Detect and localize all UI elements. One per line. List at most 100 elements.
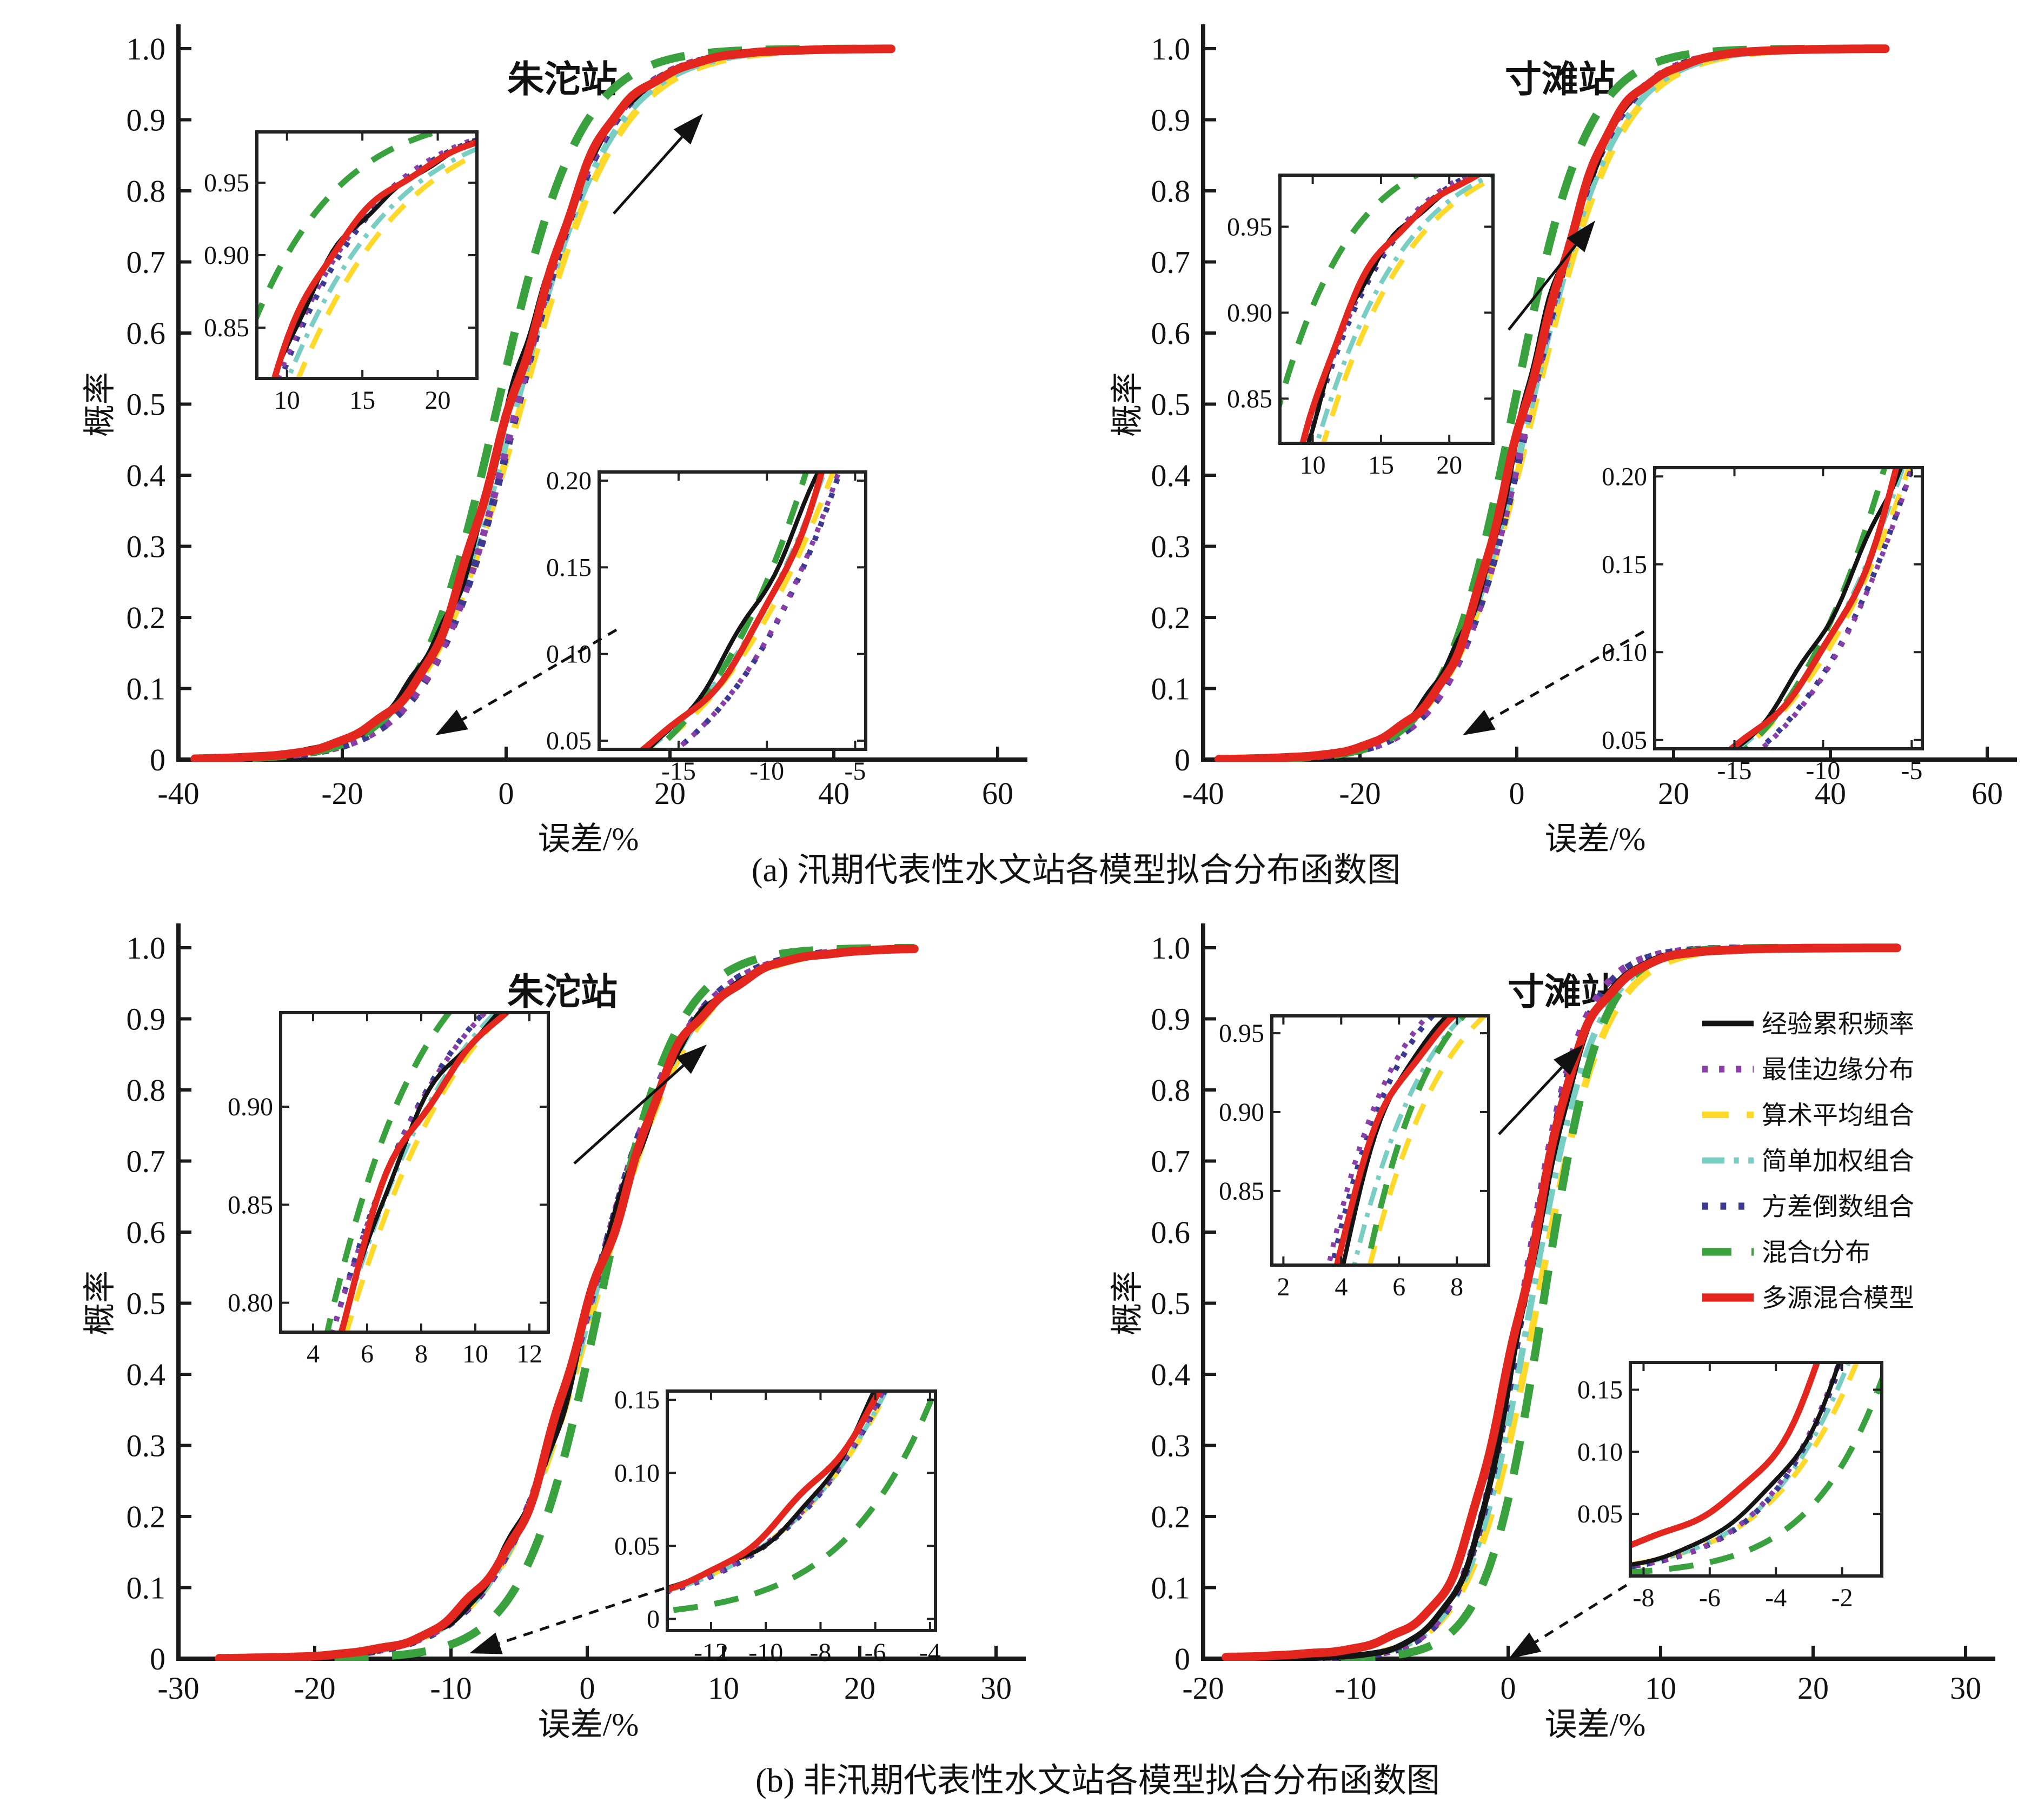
a1-zoom-arrow-0-head bbox=[673, 114, 703, 145]
b2-zoom-arrow-0-head bbox=[1553, 1045, 1583, 1075]
inset-y-tick-label: 0.90 bbox=[228, 1093, 273, 1121]
y-tick-label: 0.8 bbox=[127, 1073, 166, 1108]
y-tick-label: 0.6 bbox=[1151, 1215, 1191, 1250]
y-tick-label: 0.6 bbox=[127, 1215, 166, 1250]
y-tick-label: 0.5 bbox=[1151, 1286, 1191, 1321]
y-tick-label: 0 bbox=[1174, 742, 1190, 777]
y-tick-label: 1.0 bbox=[127, 930, 166, 966]
panel-title: 寸滩站 bbox=[1505, 59, 1615, 100]
inset-y-tick-label: 0.20 bbox=[1602, 462, 1647, 491]
x-tick-label: 20 bbox=[844, 1671, 875, 1706]
y-axis-label: 概率 bbox=[82, 1271, 118, 1335]
x-axis-label: 误差/% bbox=[538, 1707, 639, 1743]
inset-x-tick-label: 15 bbox=[349, 386, 375, 415]
x-tick-label: -40 bbox=[157, 776, 199, 811]
b1-multi_source-curve bbox=[215, 945, 919, 1661]
y-tick-label: 0.7 bbox=[1151, 245, 1191, 280]
inset-y-tick-label: 0.90 bbox=[1219, 1098, 1264, 1127]
inset-y-tick-label: 0.05 bbox=[614, 1532, 660, 1560]
inset-y-tick-label: 0.85 bbox=[228, 1191, 273, 1219]
panel-b2: 0 0.1 0.2 0.3 0.4 0.5 0.6 0.7 0.8 0.9 1.0 -20 -10 0 10… bbox=[1110, 923, 1995, 1743]
y-tick-label: 0 bbox=[1174, 1641, 1190, 1677]
inset-frame bbox=[1629, 1361, 1883, 1578]
a2-zoom-arrow-0-head bbox=[1567, 221, 1595, 252]
inset-bg bbox=[281, 1013, 548, 1332]
inset-y-tick-label: 0.10 bbox=[614, 1459, 660, 1487]
a2-multi_source-curve bbox=[1215, 44, 1890, 762]
y-tick-label: 0.7 bbox=[1151, 1144, 1191, 1179]
panel-title: 朱沱站 bbox=[507, 972, 618, 1013]
inset-x-tick-label: 15 bbox=[1368, 451, 1394, 480]
x-axis-label: 误差/% bbox=[1545, 1707, 1646, 1743]
inset-x-tick-label: -10 bbox=[1806, 756, 1840, 785]
inset-y-tick-label: 0.15 bbox=[614, 1386, 660, 1414]
x-tick-label: 20 bbox=[1658, 776, 1689, 811]
inset-upper-b1: 0.80 0.85 0.90 4 6 8 10 12 bbox=[228, 1011, 550, 1368]
legend-item-empirical: 经验累积频率 bbox=[1702, 1010, 1914, 1039]
x-tick-label: 0 bbox=[1501, 1671, 1516, 1706]
inset-y-tick-label: 0.90 bbox=[1227, 298, 1272, 327]
y-tick-label: 0.4 bbox=[1151, 458, 1191, 493]
y-axis-label: 概率 bbox=[1110, 1271, 1145, 1335]
legend-label-mix_t: 混合t分布 bbox=[1762, 1239, 1870, 1267]
inset-x-tick-label: 8 bbox=[1450, 1273, 1463, 1301]
y-tick-label: 0.4 bbox=[127, 1357, 166, 1392]
legend: 经验累积频率最佳边缘分布算术平均组合简单加权组合方差倒数组合混合t分布多源混合模… bbox=[1702, 1010, 1914, 1313]
legend-label-inv_var: 方差倒数组合 bbox=[1762, 1193, 1914, 1221]
inset-y-tick-label: 0.80 bbox=[228, 1289, 273, 1318]
legend-label-arith_mean: 算术平均组合 bbox=[1762, 1102, 1914, 1130]
x-tick-label: -10 bbox=[1335, 1671, 1376, 1706]
legend-label-simple_weight: 简单加权组合 bbox=[1762, 1148, 1914, 1176]
inset-frame bbox=[598, 470, 867, 751]
inset-x-tick-label: -15 bbox=[661, 757, 696, 786]
inset-y-tick-label: 0.05 bbox=[1577, 1500, 1623, 1528]
inset-x-tick-label: -6 bbox=[865, 1638, 886, 1667]
legend-item-simple_weight: 简单加权组合 bbox=[1702, 1148, 1914, 1176]
x-tick-label: -20 bbox=[1339, 776, 1381, 811]
x-tick-label: 10 bbox=[708, 1671, 739, 1706]
inset-x-tick-label: 8 bbox=[415, 1340, 428, 1368]
x-tick-label: -20 bbox=[294, 1671, 335, 1706]
legend-item-arith_mean: 算术平均组合 bbox=[1702, 1102, 1914, 1130]
x-tick-label: 0 bbox=[1509, 776, 1525, 811]
y-tick-label: 0.1 bbox=[127, 671, 166, 707]
inset-y-tick-label: 0.95 bbox=[1219, 1019, 1264, 1048]
y-tick-label: 0.9 bbox=[1151, 1002, 1191, 1037]
inset-y-tick-label: 0.95 bbox=[204, 169, 249, 197]
x-tick-label: -10 bbox=[430, 1671, 472, 1706]
inset-frame bbox=[1653, 466, 1924, 750]
inset-x-tick-label: -8 bbox=[1632, 1584, 1654, 1612]
panel-b1: 0 0.1 0.2 0.3 0.4 0.5 0.6 0.7 0.8 0.9 1.0 -30 -20 -10… bbox=[82, 923, 1026, 1743]
x-tick-label: 40 bbox=[1815, 776, 1846, 811]
a1-zoom-arrow-1-shaft bbox=[461, 628, 618, 721]
y-tick-label: 0.9 bbox=[127, 103, 166, 138]
inset-lower-b2: 0.05 0.10 0.15 -8 -6 -4 -2 bbox=[1577, 1361, 1883, 1612]
inset-upper-a2: 0.85 0.90 0.95 10 15 20 bbox=[1227, 174, 1495, 480]
y-axis-label: 概率 bbox=[82, 372, 118, 437]
y-tick-label: 0.8 bbox=[1151, 174, 1191, 209]
y-tick-label: 0.3 bbox=[127, 529, 166, 564]
x-tick-label: 60 bbox=[1972, 776, 2003, 811]
b1-zoom-arrow-1-shaft bbox=[499, 1587, 665, 1645]
inset-upper-a1: 0.85 0.90 0.95 10 15 20 bbox=[204, 130, 479, 415]
legend-label-multi_source: 多源混合模型 bbox=[1762, 1285, 1914, 1313]
y-tick-label: 0.4 bbox=[1151, 1357, 1191, 1392]
x-axis-label: 误差/% bbox=[1545, 821, 1646, 857]
y-tick-label: 1.0 bbox=[1151, 930, 1191, 966]
inset-y-tick-label: 0.85 bbox=[1227, 384, 1272, 413]
inset-frame bbox=[1270, 1014, 1490, 1267]
a2-zoom-arrow-0-shaft bbox=[1508, 244, 1577, 331]
y-tick-label: 0.1 bbox=[1151, 1571, 1191, 1606]
y-tick-label: 0.8 bbox=[1151, 1073, 1191, 1108]
y-tick-label: 0.1 bbox=[1151, 671, 1191, 707]
inset-x-tick-label: -6 bbox=[1699, 1584, 1721, 1612]
b1-zoom-arrow-0-head bbox=[675, 1045, 707, 1074]
inset-y-tick-label: 0.15 bbox=[1602, 550, 1647, 579]
a2-zoom-arrow-1-head bbox=[1463, 709, 1496, 735]
y-tick-label: 0.8 bbox=[127, 174, 166, 209]
inset-y-tick-label: 0.85 bbox=[1219, 1177, 1264, 1206]
y-tick-label: 0.3 bbox=[1151, 529, 1191, 564]
caption-a: (a) 汛期代表性水文站各模型拟合分布函数图 bbox=[751, 852, 1401, 889]
inset-x-tick-label: 20 bbox=[1436, 451, 1462, 480]
